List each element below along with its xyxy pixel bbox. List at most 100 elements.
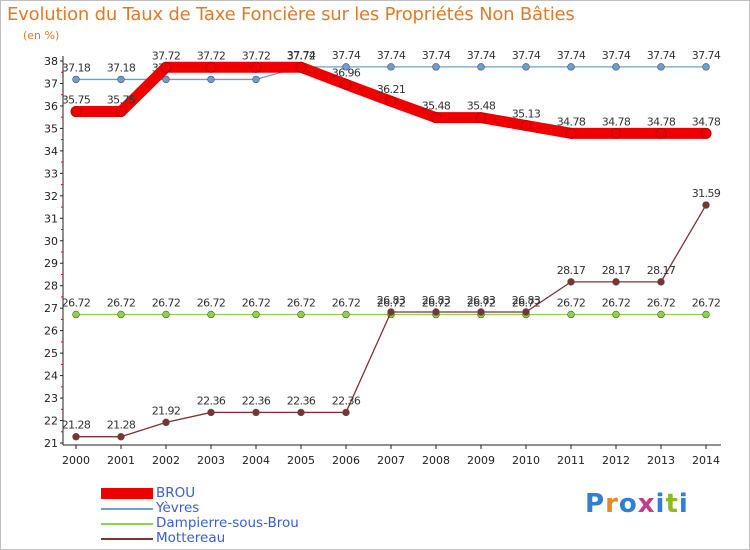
y-tick-label: 32 bbox=[44, 190, 58, 203]
data-point-mottereau bbox=[342, 408, 350, 417]
data-point-dampierre-sous-brou bbox=[117, 310, 125, 319]
data-label-mottereau: 21.28 bbox=[107, 419, 136, 432]
chart-title: Evolution du Taux de Taxe Foncière sur l… bbox=[7, 4, 575, 25]
data-label-mottereau: 28.17 bbox=[557, 264, 586, 277]
y-tick-label: 30 bbox=[44, 235, 58, 248]
legend: BROU Yèvres Dampierre-sous-Brou Motterea… bbox=[101, 486, 299, 546]
data-point-yevres bbox=[117, 75, 125, 84]
data-label-dampierre-sous-brou: 26.72 bbox=[467, 296, 496, 309]
legend-swatch-brou bbox=[101, 488, 153, 499]
data-label-mottereau: 28.17 bbox=[602, 264, 631, 277]
data-label-brou: 37.72 bbox=[197, 49, 226, 62]
data-point-mottereau bbox=[657, 278, 665, 286]
data-point-dampierre-sous-brou bbox=[297, 310, 305, 319]
y-tick-label: 23 bbox=[44, 392, 58, 405]
legend-item-yevres: Yèvres bbox=[101, 501, 299, 516]
data-label-brou: 35.48 bbox=[422, 100, 451, 113]
data-point-brou bbox=[655, 127, 667, 139]
x-tick-label: 2002 bbox=[152, 454, 180, 467]
data-point-brou bbox=[160, 61, 172, 73]
y-tick-label: 22 bbox=[44, 415, 58, 428]
logo-letter: t bbox=[665, 489, 679, 519]
legend-item-dampierre: Dampierre-sous-Brou bbox=[101, 516, 299, 531]
data-label-dampierre-sous-brou: 26.72 bbox=[647, 296, 676, 309]
data-point-yevres bbox=[207, 75, 215, 84]
data-label-dampierre-sous-brou: 26.72 bbox=[287, 296, 316, 309]
data-label-dampierre-sous-brou: 26.72 bbox=[62, 296, 91, 309]
data-point-mottereau bbox=[72, 433, 80, 441]
data-label-dampierre-sous-brou: 26.72 bbox=[197, 296, 226, 309]
logo-letter: i bbox=[655, 489, 666, 519]
x-tick-label: 2011 bbox=[557, 454, 585, 467]
data-point-brou bbox=[430, 112, 442, 124]
x-tick-label: 2014 bbox=[692, 454, 720, 467]
data-label-mottereau: 26.83 bbox=[422, 294, 451, 307]
data-point-yevres bbox=[567, 63, 575, 71]
data-point-brou bbox=[700, 127, 712, 139]
x-tick-label: 2005 bbox=[287, 454, 315, 467]
y-tick-label: 28 bbox=[44, 280, 58, 293]
legend-item-brou: BROU bbox=[101, 486, 299, 501]
legend-label-mottereau: Mottereau bbox=[156, 530, 226, 546]
data-point-mottereau bbox=[297, 408, 305, 417]
data-point-mottereau bbox=[567, 278, 575, 286]
data-point-dampierre-sous-brou bbox=[162, 310, 170, 319]
y-tick-label: 37 bbox=[44, 77, 58, 90]
data-label-yevres: 37.74 bbox=[512, 49, 541, 62]
x-tick-label: 2012 bbox=[602, 454, 630, 467]
data-point-dampierre-sous-brou bbox=[207, 310, 215, 319]
data-point-mottereau bbox=[522, 308, 530, 316]
data-label-mottereau: 31.59 bbox=[692, 187, 721, 200]
data-label-mottereau: 22.36 bbox=[287, 394, 316, 407]
data-label-mottereau: 21.92 bbox=[152, 404, 181, 417]
data-point-yevres bbox=[162, 75, 170, 84]
data-label-mottereau: 22.36 bbox=[332, 394, 361, 407]
data-label-brou: 34.78 bbox=[602, 115, 631, 128]
data-point-brou bbox=[520, 120, 532, 131]
data-label-dampierre-sous-brou: 26.72 bbox=[152, 296, 181, 309]
x-tick-label: 2009 bbox=[467, 454, 495, 467]
data-label-yevres: 37.74 bbox=[647, 49, 676, 62]
y-tick-label: 33 bbox=[44, 167, 58, 180]
data-point-yevres bbox=[252, 75, 260, 84]
data-label-mottereau: 26.83 bbox=[467, 294, 496, 307]
data-point-brou bbox=[340, 78, 352, 90]
data-point-mottereau bbox=[252, 408, 260, 417]
data-point-brou bbox=[475, 112, 487, 124]
data-point-mottereau bbox=[612, 278, 620, 286]
data-label-dampierre-sous-brou: 26.72 bbox=[107, 296, 136, 309]
data-point-mottereau bbox=[702, 201, 710, 209]
data-label-dampierre-sous-brou: 26.72 bbox=[332, 296, 361, 309]
data-point-dampierre-sous-brou bbox=[612, 310, 620, 319]
data-label-yevres: 37.74 bbox=[467, 49, 496, 62]
x-tick-label: 2000 bbox=[62, 454, 90, 467]
data-label-yevres: 37.74 bbox=[692, 49, 721, 62]
data-label-yevres: 37.74 bbox=[332, 49, 361, 62]
data-label-brou: 35.75 bbox=[62, 94, 91, 107]
series-line-mottereau bbox=[75, 204, 707, 438]
data-point-yevres bbox=[522, 63, 530, 71]
data-point-yevres bbox=[72, 75, 80, 84]
data-point-dampierre-sous-brou bbox=[567, 310, 575, 319]
logo-letter: o bbox=[618, 489, 638, 519]
data-point-yevres bbox=[477, 63, 485, 71]
data-point-mottereau bbox=[387, 308, 395, 316]
data-label-brou: 37.72 bbox=[152, 49, 181, 62]
y-tick-label: 35 bbox=[44, 122, 58, 135]
logo-letter: P bbox=[585, 489, 606, 519]
y-tick-label: 29 bbox=[44, 257, 58, 270]
data-label-brou: 34.78 bbox=[692, 115, 721, 128]
data-point-brou bbox=[70, 106, 82, 117]
y-tick-label: 26 bbox=[44, 325, 58, 338]
data-label-brou: 37.72 bbox=[242, 49, 271, 62]
logo-letter: x bbox=[637, 489, 656, 519]
legend-swatch-mottereau bbox=[101, 537, 153, 540]
x-tick-label: 2004 bbox=[242, 454, 270, 467]
data-label-yevres: 37.74 bbox=[377, 49, 406, 62]
data-point-dampierre-sous-brou bbox=[702, 310, 710, 319]
data-label-dampierre-sous-brou: 26.72 bbox=[422, 296, 451, 309]
y-tick-label: 21 bbox=[44, 437, 58, 450]
data-label-yevres: 37.18 bbox=[107, 61, 136, 74]
data-point-mottereau bbox=[117, 433, 125, 441]
